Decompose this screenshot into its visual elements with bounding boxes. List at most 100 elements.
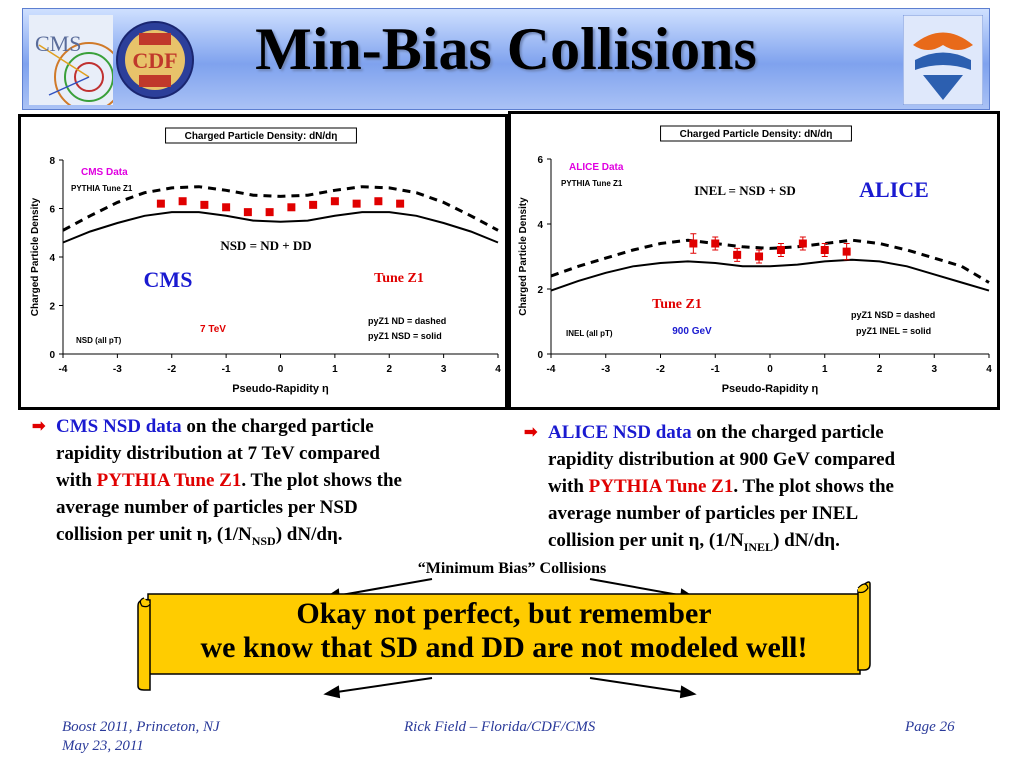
cms-line3-pre: with — [56, 470, 97, 491]
x-tick-label: 0 — [278, 364, 284, 375]
banner-line2: we know that SD and DD are not modeled w… — [200, 631, 808, 664]
alice-description: ➡ ALICE NSD data on the charged particle… — [524, 419, 998, 561]
data-point — [396, 199, 405, 208]
alice-line5-sub: INEL — [743, 539, 774, 554]
x-axis-label: Pseudo-Rapidity η — [722, 383, 819, 395]
x-tick-label: 3 — [931, 364, 937, 375]
cms-chart-frame: Charged Particle Density: dN/dη -4 -3 -2 -1 0… — [18, 114, 508, 410]
banner-line1: Okay not perfect, but remember — [296, 597, 712, 630]
arrow-right-icon: ➡ — [524, 424, 538, 441]
x-tick-label: -4 — [547, 364, 556, 375]
cms-line5-sub: NSD — [251, 533, 276, 548]
x-tick-label: 3 — [441, 364, 447, 375]
cms-line2: rapidity distribution at 7 TeV compared — [56, 443, 380, 464]
annotation-energy: 900 GeV — [672, 326, 712, 337]
data-point — [820, 246, 829, 254]
alice-line3-pre: with — [548, 476, 589, 497]
data-point — [265, 208, 274, 217]
y-tick-label: 0 — [537, 350, 543, 361]
cms-line3-red: PYTHIA Tune Z1 — [96, 470, 242, 491]
scroll-banner — [137, 581, 871, 691]
y-axis-label: Charged Particle Density — [30, 197, 41, 316]
arrow-right-icon: ➡ — [32, 418, 46, 435]
alice-line3-red: PYTHIA Tune Z1 — [588, 476, 734, 497]
cms-description: ➡ CMS NSD data on the charged particle r… — [32, 413, 496, 555]
data-point — [798, 239, 807, 248]
alice-line1: on the charged particle — [691, 422, 884, 443]
cms-logo: CMS — [29, 15, 113, 105]
x-tick-label: 1 — [332, 364, 338, 375]
alice-line2: rapidity distribution at 900 GeV compare… — [548, 449, 896, 470]
x-tick-label: 1 — [822, 364, 828, 375]
cms-lead: CMS NSD data — [56, 416, 182, 437]
cms-chart: Charged Particle Density: dN/dη -4 -3 -2 -1 0… — [30, 127, 501, 395]
banner-message: Okay not perfect, but remember we know t… — [148, 597, 860, 665]
annotation-tune: Tune Z1 — [652, 297, 702, 312]
y-tick-label: 2 — [537, 285, 543, 296]
chart-title-box — [165, 127, 357, 144]
y-tick-label: 6 — [49, 205, 55, 216]
annotation-selection: INEL (all pT) — [566, 329, 613, 338]
data-point — [330, 197, 339, 206]
y-tick-label: 0 — [49, 350, 55, 361]
page-title: Min-Bias Collisions — [255, 16, 757, 82]
florida-logo — [903, 15, 983, 105]
data-point — [352, 199, 361, 208]
x-tick-label: 4 — [495, 364, 501, 375]
series-line-solid — [550, 258, 990, 292]
cms-line4: average number of particles per NSD — [56, 497, 358, 518]
footer-left: Boost 2011, Princeton, NJ May 23, 2011 — [62, 718, 220, 756]
annotation-tune-label: PYTHIA Tune Z1 — [71, 184, 133, 193]
data-point — [200, 200, 209, 209]
x-tick-label: -2 — [656, 364, 665, 375]
x-tick-label: -4 — [59, 364, 68, 375]
annotation-tune-label: PYTHIA Tune Z1 — [561, 179, 623, 188]
data-point — [733, 250, 742, 259]
chart-title: Charged Particle Density: dN/dη — [185, 131, 338, 142]
series-line-solid — [62, 211, 499, 244]
x-tick-label: 2 — [386, 364, 392, 375]
data-point — [711, 239, 720, 248]
y-tick-label: 2 — [49, 302, 55, 313]
annotation-tune: Tune Z1 — [374, 271, 424, 286]
annotation-energy: 7 TeV — [200, 324, 226, 335]
data-point — [842, 247, 851, 256]
series-line-dashed — [550, 238, 990, 284]
annotation-experiment: ALICE — [859, 177, 929, 202]
banner-caption: “Minimum Bias” Collisions — [417, 560, 607, 577]
x-tick-label: -3 — [601, 364, 610, 375]
x-tick-label: 0 — [767, 364, 773, 375]
data-point — [178, 197, 187, 206]
annotation-legend-dashed: pyZ1 NSD = dashed — [851, 310, 935, 320]
footer-venue: Boost 2011, Princeton, NJ — [62, 719, 220, 735]
data-point — [287, 203, 296, 212]
y-tick-label: 4 — [49, 253, 55, 264]
cms-line5-post: ) dN/dη. — [275, 524, 343, 545]
annotation-legend-solid: pyZ1 INEL = solid — [856, 326, 931, 336]
title-banner: CMS CDF Min-Bias Collisions — [22, 8, 990, 110]
data-point — [755, 252, 764, 261]
data-point — [156, 199, 165, 208]
x-tick-label: -3 — [113, 364, 122, 375]
annotation-selection: NSD (all pT) — [76, 336, 122, 345]
series-line-dashed — [62, 185, 499, 232]
annotation-formula: INEL = NSD + SD — [694, 183, 796, 198]
cms-line1: on the charged particle — [181, 416, 374, 437]
data-point — [243, 208, 252, 217]
x-axis-label: Pseudo-Rapidity η — [232, 383, 329, 395]
chart-title-box — [660, 125, 852, 142]
cms-line5-pre: collision per unit η, (1/N — [56, 524, 252, 545]
cdf-logo-text: CDF — [132, 48, 177, 73]
y-axis-label: Charged Particle Density — [518, 197, 529, 316]
data-point — [689, 239, 698, 248]
alice-chart-frame: Charged Particle Density: dN/dη -4 -3 -2 -1 0… — [508, 111, 1000, 410]
chart-title: Charged Particle Density: dN/dη — [680, 129, 833, 140]
data-point — [222, 203, 231, 212]
alice-lead: ALICE NSD data — [548, 422, 692, 443]
footer-page-number: Page 26 — [905, 719, 955, 735]
data-point — [309, 200, 318, 209]
cms-line3-post: . The plot shows the — [241, 470, 402, 491]
alice-line5-pre: collision per unit η, (1/N — [548, 530, 744, 551]
data-point — [776, 246, 785, 254]
